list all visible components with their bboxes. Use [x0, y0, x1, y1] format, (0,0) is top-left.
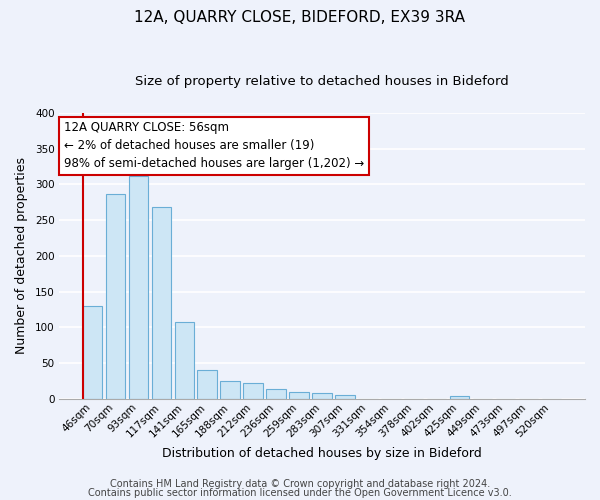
Bar [106, 194, 125, 399]
Title: Size of property relative to detached houses in Bideford: Size of property relative to detached ho… [135, 75, 509, 88]
Bar [266, 389, 286, 399]
Bar [128, 176, 148, 399]
Bar [312, 392, 332, 399]
Bar [289, 392, 309, 399]
Bar [83, 306, 102, 399]
Bar [175, 322, 194, 399]
X-axis label: Distribution of detached houses by size in Bideford: Distribution of detached houses by size … [162, 447, 482, 460]
Text: Contains HM Land Registry data © Crown copyright and database right 2024.: Contains HM Land Registry data © Crown c… [110, 479, 490, 489]
Bar [450, 396, 469, 399]
Bar [335, 396, 355, 399]
Bar [220, 381, 240, 399]
Text: 12A, QUARRY CLOSE, BIDEFORD, EX39 3RA: 12A, QUARRY CLOSE, BIDEFORD, EX39 3RA [134, 10, 466, 25]
Bar [244, 384, 263, 399]
Text: 12A QUARRY CLOSE: 56sqm
← 2% of detached houses are smaller (19)
98% of semi-det: 12A QUARRY CLOSE: 56sqm ← 2% of detached… [64, 122, 364, 170]
Y-axis label: Number of detached properties: Number of detached properties [15, 158, 28, 354]
Text: Contains public sector information licensed under the Open Government Licence v3: Contains public sector information licen… [88, 488, 512, 498]
Bar [197, 370, 217, 399]
Bar [152, 207, 171, 399]
